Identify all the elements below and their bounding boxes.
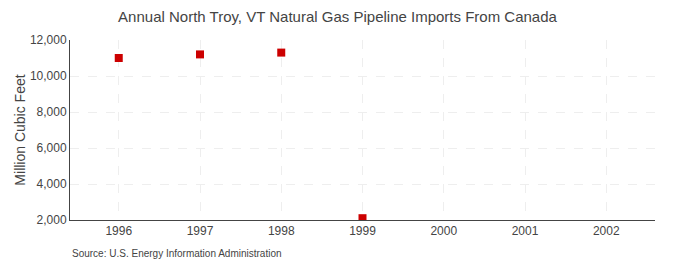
svg-text:1997: 1997 (187, 224, 214, 238)
svg-text:2,000: 2,000 (37, 213, 67, 227)
svg-text:Source: U.S. Energy Informatio: Source: U.S. Energy Information Administ… (72, 248, 282, 259)
svg-text:2002: 2002 (593, 224, 620, 238)
svg-text:6,000: 6,000 (37, 141, 67, 155)
svg-text:4,000: 4,000 (37, 177, 67, 191)
svg-text:2000: 2000 (430, 224, 457, 238)
svg-text:Annual North Troy, VT Natural: Annual North Troy, VT Natural Gas Pipeli… (118, 8, 557, 25)
svg-text:1996: 1996 (105, 224, 132, 238)
svg-text:10,000: 10,000 (30, 69, 67, 83)
svg-text:2001: 2001 (512, 224, 539, 238)
svg-text:1999: 1999 (349, 224, 376, 238)
svg-text:1998: 1998 (268, 224, 295, 238)
svg-text:12,000: 12,000 (30, 33, 67, 47)
svg-text:8,000: 8,000 (37, 105, 67, 119)
svg-text:Million Cubic Feet: Million Cubic Feet (12, 74, 28, 185)
